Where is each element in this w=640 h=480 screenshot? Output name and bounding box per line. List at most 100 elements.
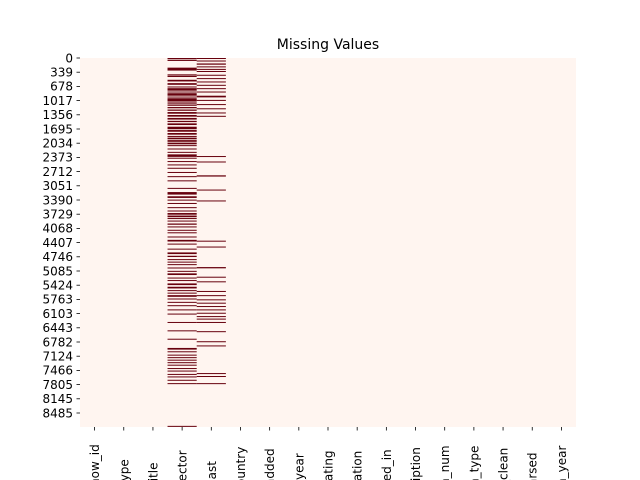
missing-cell-director <box>167 255 197 258</box>
missing-cell-director <box>167 145 197 147</box>
missing-cell-director <box>167 207 197 209</box>
missing-cell-director <box>167 130 197 132</box>
missing-cell-cast <box>196 88 226 90</box>
y-tick-label: 0 <box>65 51 73 65</box>
missing-cell-cast <box>196 91 226 93</box>
missing-cell-director <box>167 321 197 323</box>
missing-cell-cast <box>196 373 226 375</box>
missing-cell-cast <box>196 84 226 86</box>
missing-cell-director <box>167 252 197 255</box>
heatmap-cells <box>167 58 226 427</box>
x-tick-label-director: rector <box>176 450 190 480</box>
y-tick-label: 3729 <box>42 208 73 222</box>
x-tick-label-duration_num: n_num <box>438 445 452 480</box>
missing-cell-cast <box>196 321 226 323</box>
y-tick-label: 6782 <box>42 335 73 349</box>
missing-cell-cast <box>196 312 226 314</box>
missing-cell-director <box>167 236 197 238</box>
missing-cell-director <box>167 140 197 142</box>
x-tick-label-rating: rating <box>322 450 336 480</box>
missing-cell-director <box>167 187 197 189</box>
missing-cell-director <box>167 123 197 126</box>
y-tick-label: 7466 <box>42 364 73 378</box>
y-tick-label: 4407 <box>42 236 73 250</box>
missing-cell-director <box>167 226 197 228</box>
missing-cell-director <box>167 86 197 88</box>
x-tick-label-type: type <box>117 459 131 480</box>
missing-cell-director <box>167 171 197 173</box>
y-tick-label: 2373 <box>42 151 73 165</box>
x-tick-label-show_id: how_id <box>88 444 102 480</box>
missing-cell-cast <box>196 63 226 65</box>
missing-cell-director <box>167 368 197 370</box>
missing-cell-director <box>167 215 197 218</box>
y-tick-label: 6443 <box>42 321 73 335</box>
y-tick-label: 3390 <box>42 193 73 207</box>
missing-cell-director <box>167 142 197 145</box>
missing-cell-cast <box>196 309 226 311</box>
missing-cell-director <box>167 232 197 234</box>
missing-cell-director <box>167 259 197 261</box>
missing-cell-director <box>167 270 197 272</box>
missing-cell-director <box>167 91 197 93</box>
x-tick-label-listed_in: ted_in <box>380 449 394 480</box>
missing-cell-director <box>167 370 197 372</box>
missing-cell-director <box>167 364 197 366</box>
x-tick-label-title: title <box>146 463 160 480</box>
y-tick-label: 1017 <box>42 94 73 108</box>
missing-cell-director <box>167 76 197 78</box>
missing-cell-cast <box>196 345 226 347</box>
missing-cell-director <box>167 357 197 359</box>
missing-cell-cast <box>196 95 226 98</box>
y-tick-label: 2712 <box>42 165 73 179</box>
y-tick-label: 8145 <box>42 392 73 406</box>
missing-cell-director <box>167 192 197 195</box>
x-tick-label-date_added_clean: _clean <box>497 448 511 480</box>
missing-cell-director <box>167 354 197 356</box>
missing-cell-director <box>167 280 197 282</box>
missing-cell-cast <box>196 295 226 297</box>
x-tick-label-duration_type: n_type <box>467 446 481 480</box>
y-tick-label: 339 <box>50 66 73 80</box>
missing-cell-director <box>167 351 197 353</box>
missing-cell-director <box>167 176 197 178</box>
missing-cell-cast <box>196 104 226 106</box>
y-tick-label: 4746 <box>42 250 73 264</box>
missing-cell-director <box>167 362 197 364</box>
y-tick-label: 3051 <box>42 179 73 193</box>
x-tick-label-country: ountry <box>234 447 248 480</box>
missing-cell-director <box>167 277 197 279</box>
missing-cell-director <box>167 248 197 250</box>
missing-cell-director <box>167 373 197 375</box>
y-tick-label: 5085 <box>42 264 73 278</box>
x-tick-label-description: ription <box>409 447 423 480</box>
missing-cell-director <box>167 107 197 109</box>
missing-cell-director <box>167 261 197 263</box>
missing-cell-director <box>167 301 197 303</box>
missing-cell-director <box>167 264 197 266</box>
x-tick-label-added_year: n_year <box>555 446 569 480</box>
missing-cell-director <box>167 379 197 381</box>
missing-cell-director <box>167 104 197 106</box>
missing-cell-cast <box>196 267 226 269</box>
missing-cell-director <box>167 148 197 150</box>
missing-cell-director <box>167 202 197 204</box>
y-tick-label: 4068 <box>42 222 73 236</box>
missing-cell-director <box>167 161 197 163</box>
missing-cell-director <box>167 88 197 91</box>
x-tick-label-date_added: added <box>263 448 277 480</box>
missing-cell-director <box>167 59 197 61</box>
missing-cell-director <box>167 137 197 140</box>
missing-cell-cast <box>196 70 226 72</box>
missing-cell-director <box>167 243 197 245</box>
missing-cell-cast <box>196 200 226 202</box>
missing-cell-director <box>167 283 197 286</box>
missing-cell-director <box>167 180 197 182</box>
missing-cell-cast <box>196 240 226 242</box>
missing-cell-director <box>167 109 197 111</box>
missing-cell-cast <box>196 302 226 304</box>
missing-cell-director <box>167 117 197 120</box>
missing-cell-director <box>167 218 197 220</box>
missing-cell-cast <box>196 306 226 308</box>
